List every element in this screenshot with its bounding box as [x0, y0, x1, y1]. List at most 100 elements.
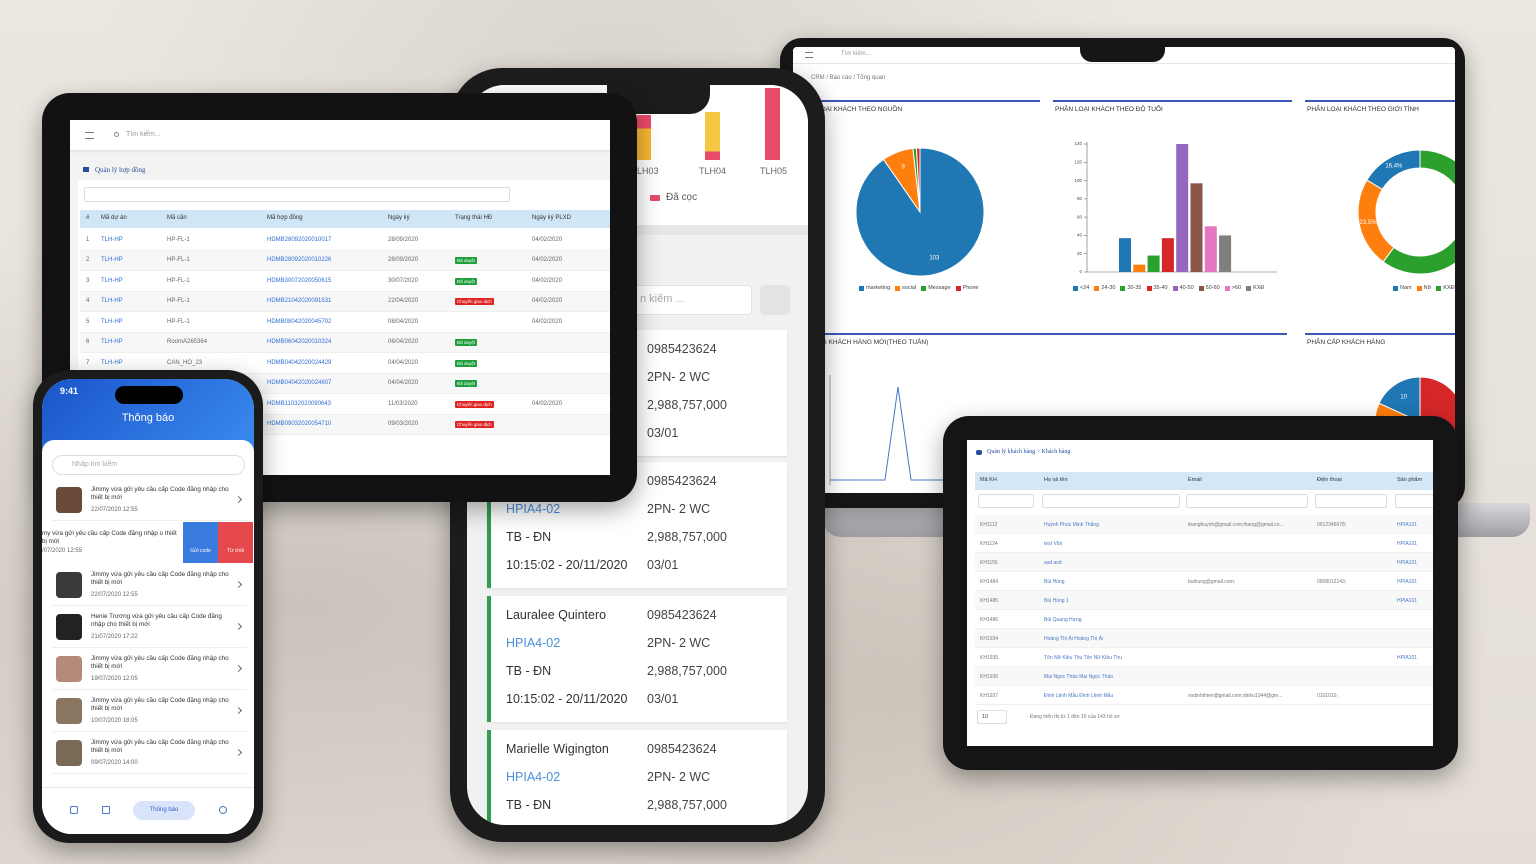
notification-text: Henie Trương vừa gửi yêu cầu cấp Code đă… — [91, 613, 222, 628]
avatar — [56, 572, 82, 598]
column-header: Ngày ký — [388, 215, 410, 221]
cell: HP-FL-1 — [167, 257, 190, 263]
screen-title: Thông báo — [121, 412, 175, 424]
lead-card: 0985423624 HPIA4-02 2PN- 2 WC TB - ĐN 2,988,… — [487, 462, 787, 588]
cell: test Văn — [1044, 541, 1063, 547]
avatar — [56, 698, 82, 724]
legend-item: Phone — [955, 285, 979, 291]
bar — [1119, 238, 1131, 272]
legend-item: social — [895, 285, 916, 291]
legend-swatch — [1246, 285, 1252, 291]
filter-button — [760, 285, 790, 315]
table-row — [80, 332, 610, 353]
legend-label: KXĐ — [1443, 285, 1455, 291]
cell: 11/03/2020 — [388, 400, 418, 407]
cell: HP-FL-1 — [167, 298, 190, 304]
table-row — [975, 515, 1433, 534]
cell: buihung@gmail.com; — [1188, 579, 1236, 585]
cell: HPIA101 — [1397, 655, 1418, 661]
bar — [1219, 235, 1232, 272]
bar — [1204, 226, 1217, 272]
cell: 0101010; — [1317, 693, 1338, 699]
action-button[interactable]: Gửi code — [183, 522, 218, 563]
cell: HPIA101 — [1397, 522, 1418, 528]
cell: KH1485 — [980, 598, 999, 604]
column-header: Ngày ký PLXD — [532, 215, 572, 221]
legend-item: >60 — [1224, 285, 1242, 291]
card-price: 2,988,757,000 — [647, 398, 727, 412]
cell: HDMB11032020090643 — [267, 400, 331, 407]
legend: Nam Nữ KXĐ — [1393, 285, 1455, 291]
card-region: TB - ĐN — [506, 530, 552, 544]
search-placeholder: Tìm kiếm... — [841, 51, 871, 57]
table-row — [975, 610, 1433, 629]
cell: TLH-HP — [101, 318, 123, 325]
legend-label: social — [902, 285, 917, 291]
cell: 08/04/2020 — [388, 318, 419, 325]
nav-icon[interactable] — [102, 806, 110, 814]
legend-label: marketing — [866, 285, 891, 291]
nav-icon[interactable] — [70, 806, 78, 814]
table-row — [975, 629, 1433, 648]
legend-label: 50-60 — [1205, 285, 1220, 291]
dynamic-island — [115, 386, 183, 404]
menu-icon — [805, 52, 813, 58]
table-row — [80, 353, 610, 374]
cell: 1 — [86, 236, 90, 243]
legend-label: Message — [928, 285, 951, 291]
cell: 04/04/2020 — [388, 380, 419, 386]
cell: 04/02/2020 — [532, 318, 563, 325]
filter-input — [1042, 494, 1180, 508]
status-badge: Chuyển giao dịch — [455, 421, 494, 428]
card-date: 03/01 — [647, 558, 679, 572]
page-size: 10 — [982, 714, 989, 720]
divider — [52, 773, 247, 774]
action-button[interactable]: Từ chối — [218, 522, 253, 563]
card-type: 2PN- 2 WC — [647, 370, 711, 384]
cell: KH1156 — [980, 560, 998, 566]
nav-icon[interactable] — [219, 806, 227, 814]
column-header: Mã căn — [167, 215, 187, 221]
notification-text: Jimmy vừa gửi yêu cầu cấp Code đăng nhập… — [91, 739, 229, 754]
page-size-select[interactable] — [977, 710, 1007, 724]
cell: 5 — [86, 318, 90, 325]
divider — [52, 731, 247, 732]
legend-label: >60 — [1231, 285, 1242, 291]
cell: KH1935 — [980, 655, 999, 661]
card-time: 10:15:02 - 20/11/2020 — [506, 558, 628, 572]
filter-input — [1186, 494, 1308, 508]
legend-swatch — [1224, 285, 1230, 291]
search-placeholder: Tìm kiếm... — [126, 131, 161, 138]
legend-label: Phone — [962, 285, 979, 291]
cell: HP-FL-1 — [167, 318, 190, 325]
cell: 04/02/2020 — [532, 257, 563, 263]
bar — [765, 88, 780, 160]
cell: Huỳnh Phúc Minh Thắng — [1044, 522, 1099, 528]
nav-active[interactable]: Thông báo — [133, 801, 195, 820]
column-header: Mã hợp đồng — [267, 215, 303, 221]
cell: 09/03/2020 — [388, 421, 419, 427]
slice-label: 23.5% — [1360, 220, 1378, 226]
chart: 16.4% 23.5% — [1357, 149, 1455, 275]
action-label: Từ chối — [227, 548, 244, 554]
panel-title: PHÂN LOẠI KHÁCH THEO GIỚI TÍNH — [1307, 106, 1419, 113]
table-header — [80, 210, 610, 228]
panel-title: PHÂN CẤP KHÁCH HÀNG — [1307, 339, 1386, 346]
home-icon — [83, 167, 89, 172]
action-label: Gửi code — [190, 548, 211, 554]
card-date: 03/01 — [647, 692, 679, 706]
status-badge: Đã duyệt — [455, 277, 478, 285]
column-header: Sản phẩm — [1397, 477, 1423, 483]
bar — [1161, 238, 1174, 272]
legend-swatch — [1073, 285, 1078, 291]
notification-time: 21/07/2020 17:22 — [91, 634, 138, 640]
legend-swatch — [1393, 285, 1398, 291]
cell: HDMB08042020045702 — [267, 318, 332, 325]
slice-label: 9 — [901, 165, 905, 171]
legend-item: 40-50 — [1172, 285, 1194, 291]
y-tick-label: 140 — [1074, 141, 1082, 146]
panel-title: LOẠI KHÁCH THEO NGUỒN — [817, 106, 903, 113]
legend-swatch — [1172, 285, 1178, 291]
bar — [1133, 264, 1146, 272]
separator — [467, 225, 808, 235]
